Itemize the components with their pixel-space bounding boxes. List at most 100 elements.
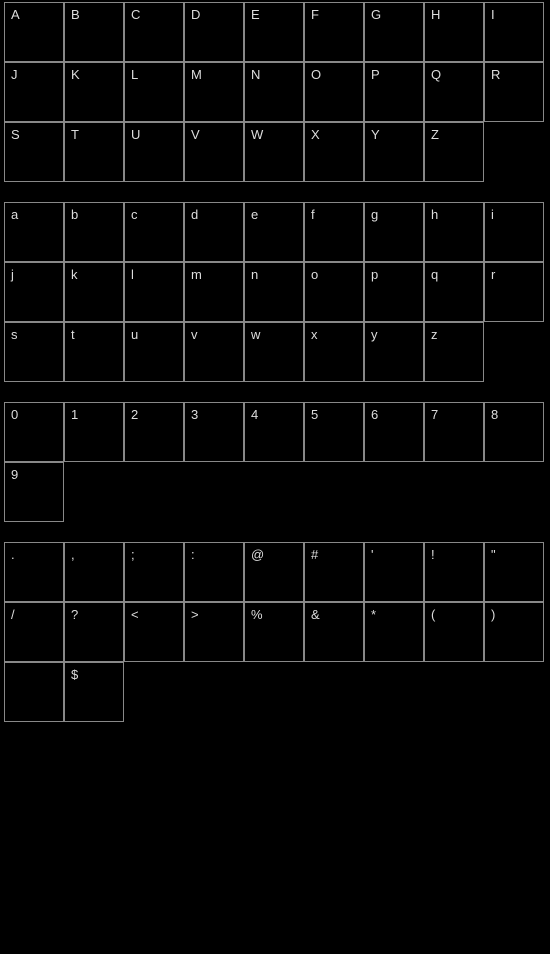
glyph-cell: f [304, 202, 364, 262]
glyph-cell: > [184, 602, 244, 662]
glyph-label: V [191, 127, 200, 142]
glyph-cell: z [424, 322, 484, 382]
glyph-cell: x [304, 322, 364, 382]
glyph-cell: M [184, 62, 244, 122]
glyph-label: W [251, 127, 263, 142]
glyph-cell: ? [64, 602, 124, 662]
glyph-label: < [131, 607, 139, 622]
glyph-cell: ) [484, 602, 544, 662]
glyph-label: 2 [131, 407, 138, 422]
glyph-label: S [11, 127, 20, 142]
glyph-label: K [71, 67, 80, 82]
glyph-label: Q [431, 67, 441, 82]
glyph-label: $ [71, 667, 78, 682]
glyph-cell: X [304, 122, 364, 182]
glyph-label: r [491, 267, 495, 282]
glyph-label: j [11, 267, 14, 282]
glyph-label: Y [371, 127, 380, 142]
glyph-label: m [191, 267, 202, 282]
glyph-label: c [131, 207, 138, 222]
glyph-label: * [371, 607, 376, 622]
glyph-cell: < [124, 602, 184, 662]
glyph-label: L [131, 67, 138, 82]
glyph-label: l [131, 267, 134, 282]
glyph-label: . [11, 547, 15, 562]
glyph-label: ? [71, 607, 78, 622]
glyph-cell: S [4, 122, 64, 182]
glyph-cell: 4 [244, 402, 304, 462]
glyph-cell: $ [64, 662, 124, 722]
glyph-label: E [251, 7, 260, 22]
glyph-cell: J [4, 62, 64, 122]
glyph-label: J [11, 67, 18, 82]
glyph-label: N [251, 67, 260, 82]
glyph-cell: V [184, 122, 244, 182]
glyph-label: n [251, 267, 258, 282]
glyph-label: @ [251, 547, 264, 562]
glyph-cell: # [304, 542, 364, 602]
glyph-label: p [371, 267, 378, 282]
glyph-row: .,;:@#'!" [4, 542, 544, 602]
glyph-label: C [131, 7, 140, 22]
glyph-label: " [491, 547, 496, 562]
glyph-cell: w [244, 322, 304, 382]
glyph-cell: p [364, 262, 424, 322]
glyph-label: X [311, 127, 320, 142]
glyph-label: H [431, 7, 440, 22]
glyph-label: D [191, 7, 200, 22]
glyph-cell: i [484, 202, 544, 262]
glyph-cell: q [424, 262, 484, 322]
glyph-label: O [311, 67, 321, 82]
glyph-label: , [71, 547, 75, 562]
glyph-cell: O [304, 62, 364, 122]
glyph-label: d [191, 207, 198, 222]
glyph-cell: @ [244, 542, 304, 602]
glyph-cell: R [484, 62, 544, 122]
glyph-label: k [71, 267, 78, 282]
glyph-label: & [311, 607, 320, 622]
glyph-label: F [311, 7, 319, 22]
section-lowercase: abcdefghijklmnopqrstuvwxyz [4, 202, 544, 382]
glyph-cell: n [244, 262, 304, 322]
glyph-cell: Z [424, 122, 484, 182]
glyph-cell: b [64, 202, 124, 262]
glyph-label: t [71, 327, 75, 342]
glyph-label: x [311, 327, 318, 342]
glyph-label: g [371, 207, 378, 222]
glyph-row: S TU V W X Y Z [4, 122, 544, 182]
glyph-cell: B [64, 2, 124, 62]
glyph-row: J K L MN O PQ R [4, 62, 544, 122]
section-uppercase: ABCDEFGHIJKLMNOPQRSTUVWXYZ [4, 2, 544, 182]
glyph-cell: d [184, 202, 244, 262]
glyph-cell: Y [364, 122, 424, 182]
glyph-label: Z [431, 127, 439, 142]
glyph-cell: s [4, 322, 64, 382]
glyph-cell: T [64, 122, 124, 182]
glyph-cell: C [124, 2, 184, 62]
glyph-label: 1 [71, 407, 78, 422]
glyph-label: s [11, 327, 18, 342]
glyph-row: 012345678 [4, 402, 544, 462]
glyph-row: abcdefghi [4, 202, 544, 262]
glyph-cell: E [244, 2, 304, 62]
glyph-cell [4, 662, 64, 722]
glyph-label: ) [491, 607, 495, 622]
glyph-label: 8 [491, 407, 498, 422]
glyph-cell: G [364, 2, 424, 62]
glyph-label: a [11, 207, 18, 222]
glyph-cell: U [124, 122, 184, 182]
glyph-row: jklmnopqr [4, 262, 544, 322]
glyph-label: 4 [251, 407, 258, 422]
glyph-cell: v [184, 322, 244, 382]
glyph-label: : [191, 547, 195, 562]
section-digits: 0123456789 [4, 402, 544, 522]
glyph-cell: , [64, 542, 124, 602]
glyph-cell: 6 [364, 402, 424, 462]
glyph-label: % [251, 607, 263, 622]
glyph-cell: P [364, 62, 424, 122]
glyph-cell: / [4, 602, 64, 662]
glyph-label: U [131, 127, 140, 142]
glyph-cell: D [184, 2, 244, 62]
glyph-cell: H [424, 2, 484, 62]
glyph-cell: ' [364, 542, 424, 602]
